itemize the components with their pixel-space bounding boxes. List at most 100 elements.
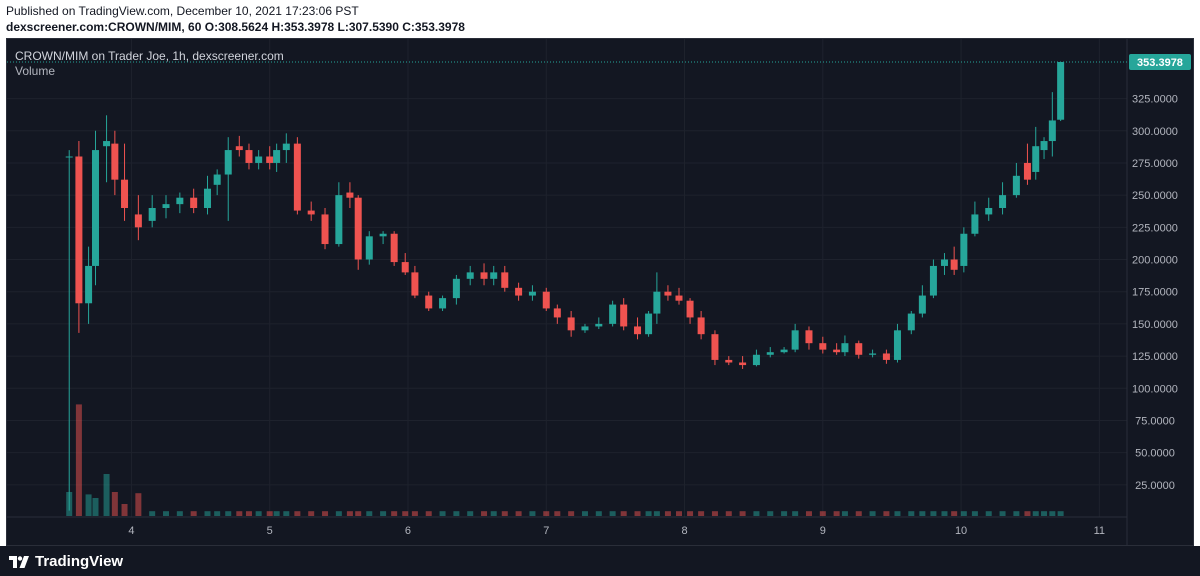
candle-body	[1048, 120, 1056, 142]
y-tick-label: 25.0000	[1135, 480, 1175, 492]
candle-body	[85, 265, 93, 304]
volume-bar	[163, 511, 170, 516]
chart-frame[interactable]: 25.0000 50.0000 75.0000 100.0000 125.0000 150…	[6, 38, 1194, 546]
volume-bar	[255, 511, 262, 516]
volume-bar	[687, 511, 694, 516]
volume-bar	[121, 504, 128, 516]
candle-body	[739, 362, 747, 366]
candle-body	[929, 265, 937, 296]
candle-body	[365, 236, 373, 260]
volume-bar	[1024, 511, 1031, 516]
volume-bar	[595, 511, 602, 516]
candle-body	[162, 204, 170, 209]
candle-body	[780, 349, 788, 353]
x-tick-label: 6	[405, 525, 411, 537]
candle-body	[75, 156, 83, 304]
volume-bar	[985, 511, 992, 516]
volume-bar	[819, 511, 826, 516]
volume-bar	[971, 511, 978, 516]
candle-body	[480, 272, 488, 279]
candle-body	[882, 353, 890, 360]
volume-bar	[273, 511, 280, 516]
volume-bar	[908, 511, 915, 516]
x-tick-label: 10	[955, 525, 967, 537]
candle-body	[855, 343, 863, 355]
volume-bar	[467, 511, 474, 516]
candle-body	[335, 195, 343, 245]
volume-bar	[366, 511, 373, 516]
volume-bar	[676, 511, 682, 516]
candle-body	[697, 317, 705, 335]
candlestick-chart[interactable]: 25.0000 50.0000 75.0000 100.0000 125.0000 150…	[7, 39, 1194, 546]
candle-body	[567, 317, 575, 331]
volume-bar	[653, 511, 660, 516]
volume-bar	[515, 511, 522, 516]
volume-bar	[753, 511, 760, 516]
candle-body	[791, 330, 799, 350]
candle-body	[675, 295, 683, 301]
volume-bar	[941, 511, 948, 516]
tradingview-logo[interactable]: TradingView	[8, 553, 123, 570]
volume-bar	[190, 511, 197, 516]
candle-body	[91, 150, 99, 266]
candle-body	[65, 156, 73, 158]
candle-body	[379, 233, 387, 237]
volume-bar	[1057, 511, 1064, 516]
volume-bar	[841, 511, 848, 516]
candle-body	[653, 291, 661, 314]
brand-text: TradingView	[35, 553, 124, 570]
volume-bar	[380, 511, 387, 516]
candle-body	[1012, 175, 1020, 196]
volume-bar	[204, 511, 211, 516]
volume-bar	[75, 404, 82, 516]
candle-body	[907, 313, 915, 331]
candle-body	[346, 192, 354, 198]
x-tick-label: 11	[1094, 525, 1105, 537]
candle-body	[452, 278, 460, 299]
volume-bar	[294, 511, 301, 516]
volume-bar	[711, 511, 718, 516]
candle-body	[634, 326, 642, 335]
y-tick-label: 200.0000	[1132, 255, 1178, 267]
volume-bar	[855, 511, 862, 516]
candle-body	[950, 259, 958, 270]
candle-body	[893, 330, 901, 360]
candle-body	[725, 359, 733, 363]
candle-body	[766, 352, 774, 355]
candle-body	[918, 295, 926, 314]
volume-bar	[453, 511, 460, 516]
volume-bar	[781, 511, 788, 516]
chart-title: CROWN/MIM on Trader Joe, 1h, dexscreener…	[15, 49, 284, 63]
volume-bar	[266, 511, 273, 516]
volume-bar	[869, 511, 876, 516]
volume-bar	[634, 511, 641, 516]
candle-body	[354, 197, 362, 260]
candle-body	[390, 233, 398, 263]
volume-bar	[1041, 511, 1048, 516]
candle-body	[711, 334, 719, 360]
volume-bar	[245, 511, 252, 516]
candle-body	[595, 323, 603, 327]
y-tick-label: 100.0000	[1132, 383, 1178, 395]
volume-bar	[103, 474, 110, 516]
volume-bar	[355, 511, 362, 516]
volume-bar	[111, 492, 118, 516]
candle-body	[490, 272, 498, 279]
last-price-label: 353.3978	[1137, 57, 1183, 69]
volume-bar	[894, 511, 901, 516]
candle-body	[148, 208, 156, 221]
candle-body	[134, 214, 142, 228]
published-text: Published on TradingView.com, December 1…	[6, 4, 359, 18]
candle-body	[255, 156, 263, 163]
candle-body	[833, 349, 841, 353]
candle-body	[307, 210, 315, 215]
volume-bar	[176, 511, 183, 516]
volume-bar	[883, 511, 890, 516]
volume-bar	[739, 511, 746, 516]
candle-body	[439, 298, 447, 309]
volume-bar	[308, 511, 315, 516]
volume-bar	[490, 511, 497, 516]
volume-bar	[1049, 511, 1056, 516]
candle-body	[553, 308, 561, 318]
candle-body	[805, 330, 813, 344]
